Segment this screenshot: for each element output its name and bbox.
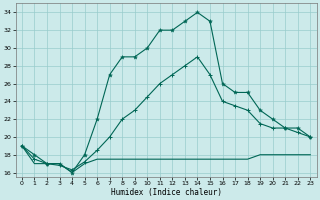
X-axis label: Humidex (Indice chaleur): Humidex (Indice chaleur) — [111, 188, 221, 197]
